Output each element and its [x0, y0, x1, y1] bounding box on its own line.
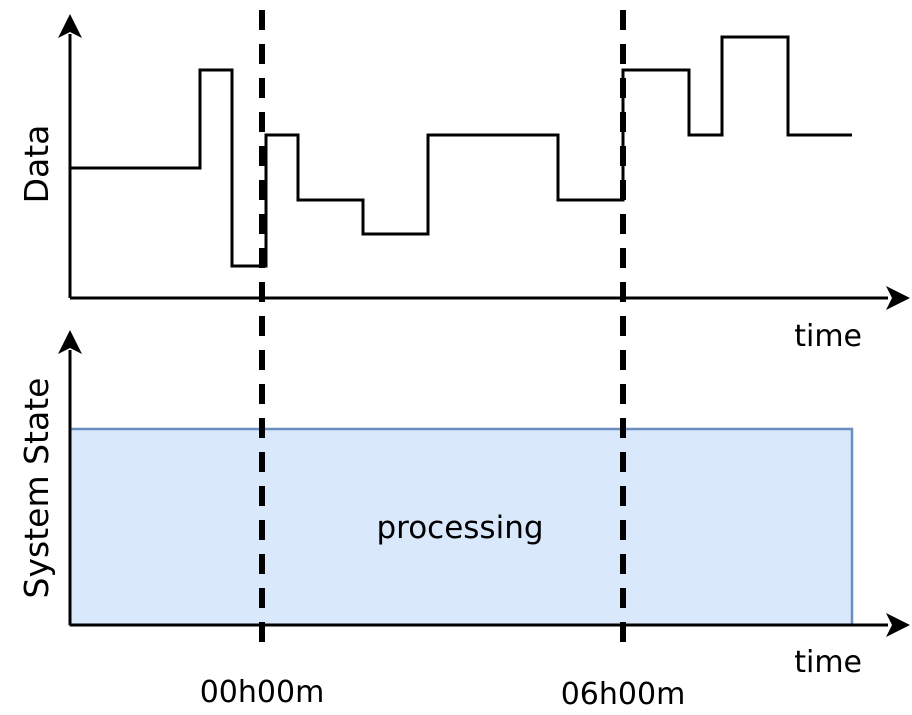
time-markers: 00h00m 06h00m [200, 10, 686, 712]
bottom-x-axis-label: time [794, 645, 862, 680]
top-x-axis-arrow [886, 286, 910, 310]
processing-state-label: processing [376, 510, 543, 546]
processing-state-box [68, 427, 854, 627]
top-y-axis-label: Data [17, 125, 56, 204]
top-y-axis-arrow [58, 14, 82, 38]
bottom-panel: System State time processing [17, 330, 910, 680]
bottom-y-axis-label: System State [17, 378, 56, 599]
bottom-x-axis-arrow [886, 613, 910, 637]
marker-label-00h00m: 00h00m [200, 675, 325, 710]
data-step-line [70, 35, 852, 268]
top-x-axis-label: time [794, 319, 862, 354]
marker-label-06h00m: 06h00m [561, 677, 686, 712]
top-panel: Data time [17, 14, 910, 354]
bottom-y-axis-arrow [58, 330, 82, 354]
